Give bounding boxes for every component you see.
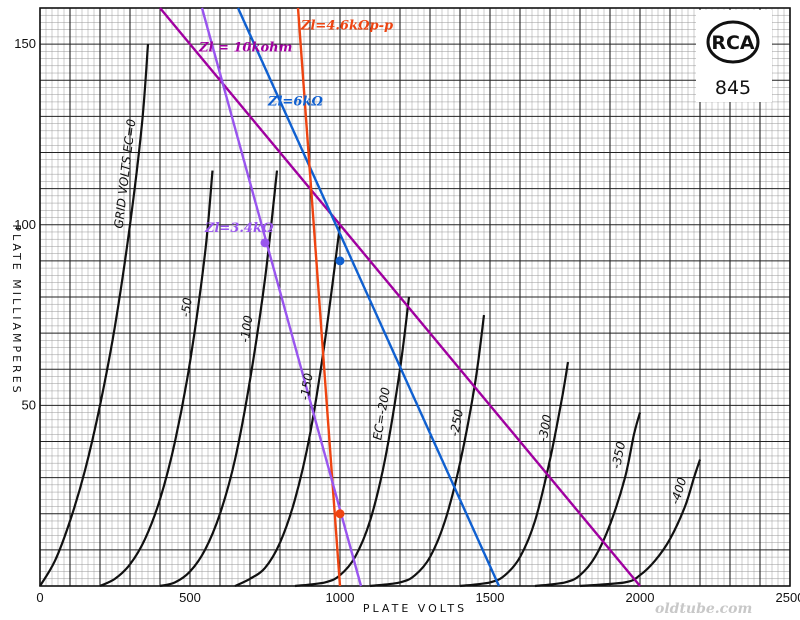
load-line-label: Zl = 10kohm: [198, 40, 292, 55]
grid-curve: [39, 44, 150, 587]
load-lines: [159, 7, 641, 587]
grid-curve: [234, 224, 342, 587]
load-line-labels: Zl = 10kohm Zl=6kΩ Zl=4.6kΩp-p Zl=3.4kΩ: [198, 19, 393, 236]
x-tick-label: 1000: [326, 590, 355, 605]
curve-label: -50: [178, 296, 195, 318]
load-line: [200, 7, 363, 587]
grid-curve: [459, 361, 570, 588]
load-line-label: Zl=6kΩ: [267, 95, 323, 110]
x-axis-title: PLATE VOLTS: [363, 602, 467, 615]
y-axis-title: PLATE MILLIAMPERES: [10, 224, 23, 395]
load-line: [159, 7, 641, 587]
curve-label: -300: [536, 413, 555, 443]
rca-logo-emblem: [706, 20, 760, 64]
load-line-label: Zl=3.4kΩ: [204, 221, 274, 236]
grid-major: [39, 7, 791, 587]
curve-label: -350: [609, 440, 628, 470]
tick-labels: 0 500 1000 1500 2000 2500 50 100 150: [14, 36, 800, 605]
load-line-label: Zl=4.6kΩp-p: [300, 19, 393, 34]
rca-logo-text: RCA: [711, 32, 755, 54]
x-tick-label: 2500: [776, 590, 800, 605]
curve-label: -250: [447, 408, 466, 438]
x-tick-label: 500: [179, 590, 201, 605]
operating-point: [335, 256, 345, 266]
operating-point: [260, 238, 270, 248]
curve-label: -150: [297, 372, 315, 401]
watermark: oldtube.com: [655, 601, 752, 617]
x-tick-label: 2000: [626, 590, 655, 605]
load-line: [296, 7, 342, 587]
tube-model: 845: [715, 77, 751, 99]
grid-curve: [159, 170, 279, 588]
operating-point: [335, 509, 345, 519]
grid-curve: [99, 170, 214, 588]
grid-voltage-curves: [39, 44, 702, 588]
operating-points: [260, 238, 345, 519]
grid-curve: [294, 296, 411, 588]
curve-label: -100: [238, 314, 256, 343]
rca-logo-box: RCA 845: [696, 10, 772, 102]
load-line: [236, 7, 501, 587]
curve-label: GRID VOLTS EC=0: [112, 118, 139, 229]
plot-frame: [39, 7, 791, 587]
y-tick-label: 100: [14, 217, 36, 232]
x-tick-label: 1500: [476, 590, 505, 605]
y-tick-label: 50: [22, 397, 36, 412]
grid-curve: [369, 314, 486, 588]
y-tick-label: 150: [14, 36, 36, 51]
x-tick-label: 0: [36, 590, 43, 605]
grid-curve: [579, 459, 702, 588]
